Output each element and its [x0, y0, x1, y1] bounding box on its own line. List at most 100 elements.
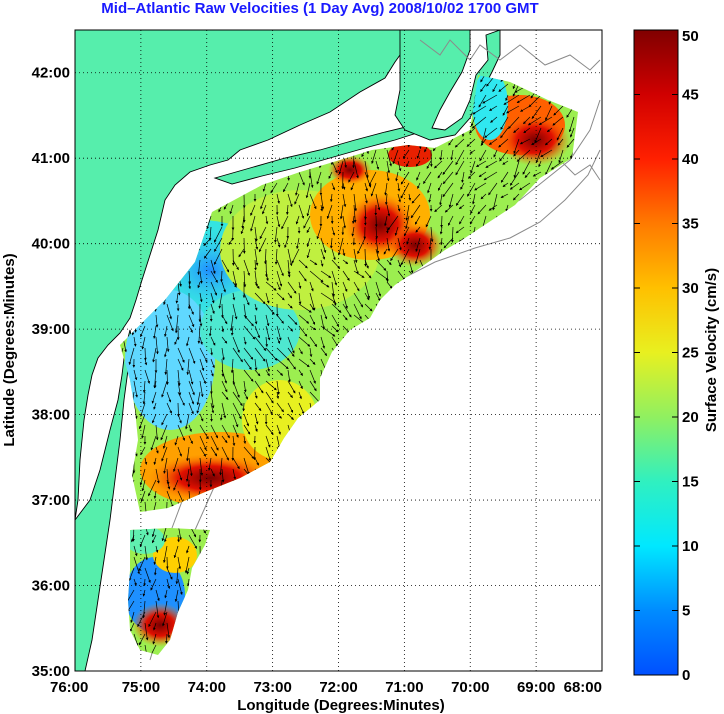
- velocity-arrow: [397, 160, 402, 172]
- velocity-arrow: [254, 248, 259, 266]
- velocity-arrow: [320, 248, 326, 260]
- velocity-arrow: [309, 171, 314, 188]
- velocity-arrow: [384, 182, 388, 196]
- velocity-arrow: [316, 171, 322, 185]
- velocity-arrow: [513, 138, 520, 154]
- velocity-arrow: [442, 171, 454, 185]
- velocity-arrow: [545, 160, 553, 176]
- velocity-arrow: [221, 259, 230, 273]
- velocity-arrow: [219, 413, 223, 421]
- velocity-arrow: [342, 314, 348, 321]
- velocity-arrow: [166, 303, 172, 320]
- velocity-arrow: [210, 270, 218, 283]
- velocity-arrow: [287, 259, 291, 275]
- velocity-arrow: [309, 358, 316, 365]
- velocity-arrow: [243, 369, 254, 382]
- velocity-arrow: [448, 193, 454, 208]
- velocity-arrow: [265, 270, 269, 282]
- velocity-arrow: [405, 204, 410, 221]
- velocity-arrow: [342, 193, 347, 208]
- velocity-arrow: [221, 402, 227, 419]
- velocity-arrow: [287, 402, 294, 413]
- velocity-arrow: [298, 325, 308, 337]
- velocity-arrow: [507, 116, 520, 129]
- velocity-arrow: [510, 171, 520, 186]
- velocity-arrow: [229, 204, 234, 215]
- velocity-arrow: [386, 204, 391, 217]
- velocity-arrow: [276, 380, 280, 395]
- velocity-arrow: [455, 160, 465, 176]
- velocity-arrow: [151, 391, 157, 404]
- velocity-arrow: [296, 237, 300, 250]
- velocity-arrow: [219, 457, 223, 476]
- velocity-arrow: [417, 182, 421, 189]
- velocity-arrow: [467, 171, 476, 179]
- velocity-arrow: [402, 149, 410, 159]
- velocity-arrow: [243, 380, 247, 393]
- velocity-arrow: [338, 160, 344, 175]
- velocity-arrow: [375, 281, 382, 297]
- velocity-arrow: [309, 292, 316, 311]
- velocity-arrow: [243, 457, 250, 476]
- velocity-arrow: [220, 270, 223, 283]
- velocity-arrow: [331, 292, 337, 306]
- velocity-arrow: [305, 182, 311, 199]
- velocity-arrow: [199, 457, 204, 476]
- velocity-arrow: [364, 160, 369, 179]
- velocity-arrow: [199, 413, 204, 422]
- velocity-arrow: [276, 325, 282, 341]
- velocity-arrow: [204, 248, 212, 259]
- velocity-arrow: [331, 259, 341, 270]
- velocity-arrow: [166, 391, 172, 403]
- velocity-arrow: [309, 336, 318, 347]
- velocity-arrow: [287, 325, 294, 332]
- velocity-arrow: [213, 226, 223, 243]
- velocity-arrow: [152, 347, 157, 363]
- velocity-arrow: [185, 413, 190, 430]
- velocity-arrow: [400, 171, 410, 185]
- velocity-arrow: [276, 358, 289, 370]
- velocity-arrow: [320, 193, 325, 210]
- velocity-arrow: [353, 248, 358, 264]
- velocity-arrow: [276, 391, 280, 399]
- velocity-arrow: [221, 435, 228, 444]
- velocity-arrow: [357, 237, 366, 255]
- colorbar-tick-label: 45: [682, 87, 699, 104]
- velocity-arrow: [371, 149, 377, 164]
- velocity-arrow: [287, 336, 295, 354]
- velocity-arrow: [500, 193, 509, 198]
- velocity-arrow: [470, 204, 476, 215]
- velocity-arrow: [342, 270, 350, 281]
- velocity-arrow: [298, 259, 308, 269]
- velocity-arrow: [276, 259, 284, 277]
- velocity-arrow: [320, 292, 336, 303]
- velocity-arrow: [474, 182, 487, 191]
- velocity-arrow: [294, 193, 300, 205]
- velocity-arrow: [232, 402, 242, 420]
- velocity-arrow: [164, 347, 168, 358]
- velocity-arrow: [331, 226, 336, 236]
- velocity-arrow: [276, 237, 281, 248]
- velocity-arrow: [188, 325, 193, 333]
- velocity-arrow: [309, 281, 314, 292]
- velocity-arrow: [243, 391, 249, 400]
- velocity-arrow: [265, 281, 277, 291]
- velocity-arrow: [230, 325, 234, 336]
- velocity-arrow: [386, 237, 391, 252]
- velocity-arrow: [342, 182, 346, 190]
- velocity-arrow: [232, 281, 237, 288]
- velocity-arrow: [480, 138, 487, 146]
- colorbar: [633, 29, 679, 676]
- velocity-arrow: [188, 380, 195, 396]
- y-tick-label: 42:00: [32, 65, 70, 82]
- velocity-arrow: [364, 292, 370, 301]
- velocity-arrow: [232, 259, 239, 271]
- velocity-arrow: [502, 160, 509, 165]
- velocity-arrow: [506, 105, 520, 114]
- velocity-arrow: [199, 380, 204, 398]
- velocity-arrow: [199, 358, 205, 371]
- velocity-arrow: [403, 226, 410, 237]
- velocity-arrow: [232, 435, 236, 447]
- velocity-arrow: [430, 226, 434, 243]
- velocity-arrow: [331, 160, 338, 174]
